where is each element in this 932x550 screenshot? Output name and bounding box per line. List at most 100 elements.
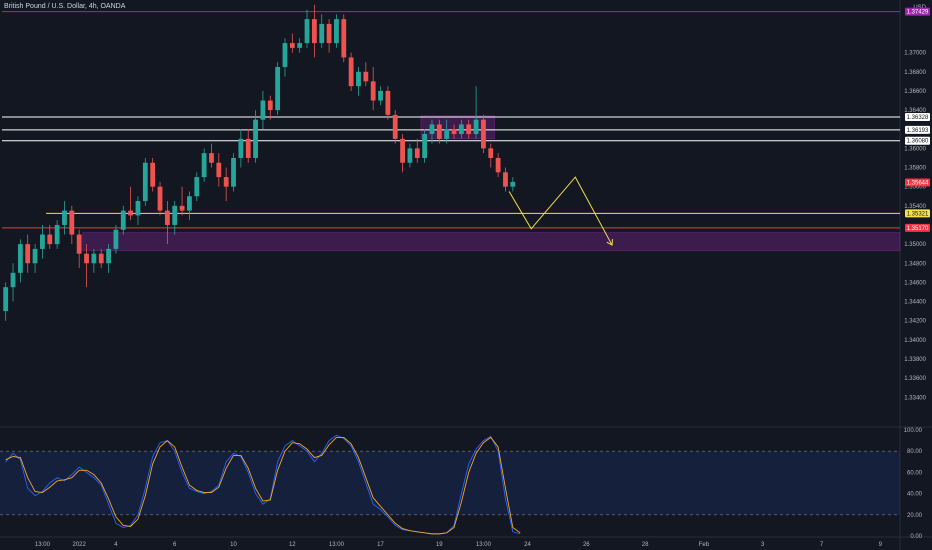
time-tick-10: 24 — [524, 542, 531, 548]
candle-54 — [400, 138, 405, 163]
price-tag-5: 1.35321 — [907, 211, 929, 217]
price-tick-5: 1.35800 — [904, 166, 926, 172]
candle-60 — [444, 129, 450, 139]
candle-41 — [304, 19, 310, 44]
candle-6 — [47, 234, 53, 245]
price-tag-bg-1 — [905, 112, 930, 121]
candle-35 — [260, 100, 266, 120]
candle-21 — [157, 186, 163, 211]
candle-9 — [69, 210, 75, 235]
price-tick-10: 1.34600 — [904, 280, 926, 286]
stoch-tick-3: 40.00 — [907, 492, 923, 498]
candle-36 — [267, 100, 273, 111]
candle-69 — [510, 181, 516, 187]
candle-51 — [378, 90, 383, 101]
candle-27 — [201, 153, 207, 178]
candle-32 — [238, 138, 244, 158]
stoch-tick-5: 0.00 — [910, 534, 922, 540]
candle-24 — [179, 205, 185, 211]
price-tag-4: 1.35644 — [907, 180, 929, 186]
price-tick-1: 1.36800 — [904, 70, 926, 76]
chart-title: British Pound / U.S. Dollar, 4h, OANDA — [4, 3, 126, 10]
candle-30 — [223, 177, 229, 187]
horizontal-lines — [2, 11, 900, 229]
price-tick-13: 1.34000 — [904, 338, 926, 344]
price-tags: 1.37429 1.36328 1.36193 1.36080 1.35644 1.353… — [905, 7, 930, 232]
price-tick-8: 1.35000 — [904, 242, 926, 248]
price-tick-0: 1.37000 — [904, 51, 926, 57]
candle-49 — [363, 71, 369, 82]
candle-13 — [98, 253, 104, 264]
candle-14 — [106, 248, 111, 264]
price-axis: 1.37000 1.36800 1.36600 1.36400 1.36000 1.358… — [904, 51, 926, 402]
candle-46 — [341, 19, 347, 58]
price-tag-0: 1.37429 — [907, 10, 929, 16]
price-tag-bg-3 — [905, 136, 930, 145]
price-tick-15: 1.33600 — [904, 376, 926, 382]
time-tick-11: 26 — [583, 542, 590, 548]
candle-68 — [503, 172, 508, 187]
price-tag-bg-6 — [905, 223, 930, 232]
candle-39 — [289, 43, 295, 48]
stoch-tick-0: 100.00 — [904, 428, 923, 434]
candle-44 — [326, 23, 332, 44]
candle-52 — [385, 90, 391, 115]
price-tag-1: 1.36328 — [907, 115, 929, 121]
price-tag-bg-5 — [905, 209, 930, 218]
price-tick-2: 1.36600 — [904, 89, 926, 95]
price-tag-6: 1.35170 — [907, 226, 929, 232]
candle-67 — [495, 157, 501, 173]
candle-64 — [473, 119, 479, 135]
stochastic-pane: 100.00 80.00 60.00 40.00 20.00 0.00 — [0, 428, 923, 540]
candle-48 — [356, 71, 361, 87]
candle-8 — [62, 210, 67, 225]
time-tick-1: 2022 — [72, 542, 86, 548]
time-tick-5: 12 — [289, 542, 296, 548]
projection-line — [508, 176, 613, 246]
candle-10 — [76, 234, 82, 254]
projection-arrowhead — [606, 239, 613, 246]
zone-0 — [82, 232, 901, 252]
time-tick-9: 13:00 — [476, 542, 492, 548]
candle-23 — [172, 205, 178, 225]
price-tag-2: 1.36193 — [907, 128, 929, 134]
time-tick-6: 13:00 — [329, 542, 345, 548]
zones — [82, 115, 901, 252]
candle-3 — [25, 244, 31, 264]
candle-58 — [429, 124, 435, 135]
candle-50 — [370, 81, 376, 101]
candle-12 — [91, 253, 97, 264]
candle-62 — [458, 124, 464, 135]
candle-28 — [209, 153, 214, 163]
candle-56 — [414, 148, 420, 158]
candle-65 — [481, 119, 486, 149]
candle-0 — [3, 287, 9, 312]
price-tick-16: 1.33400 — [904, 395, 926, 401]
candle-22 — [164, 210, 170, 225]
price-tick-6: 1.35600 — [904, 185, 926, 191]
stoch-d-line — [5, 436, 521, 535]
price-tick-11: 1.34400 — [904, 300, 926, 306]
price-tick-14: 1.33800 — [904, 357, 926, 363]
candle-66 — [488, 148, 494, 158]
candle-29 — [216, 162, 222, 178]
candle-57 — [422, 134, 428, 158]
time-tick-15: 7 — [820, 542, 824, 548]
candles — [3, 4, 516, 321]
candle-31 — [231, 157, 236, 187]
candle-16 — [120, 210, 126, 230]
price-tick-12: 1.34200 — [904, 319, 926, 325]
candle-33 — [245, 138, 251, 158]
time-tick-2: 4 — [114, 542, 118, 548]
candle-5 — [40, 234, 45, 249]
time-tick-7: 17 — [377, 542, 384, 548]
time-tick-4: 10 — [230, 542, 237, 548]
candle-2 — [17, 244, 23, 273]
candle-37 — [275, 67, 281, 111]
candle-47 — [348, 57, 354, 87]
candle-15 — [113, 229, 119, 249]
candle-4 — [32, 248, 38, 264]
candle-11 — [84, 253, 89, 264]
projection-path — [508, 176, 613, 246]
